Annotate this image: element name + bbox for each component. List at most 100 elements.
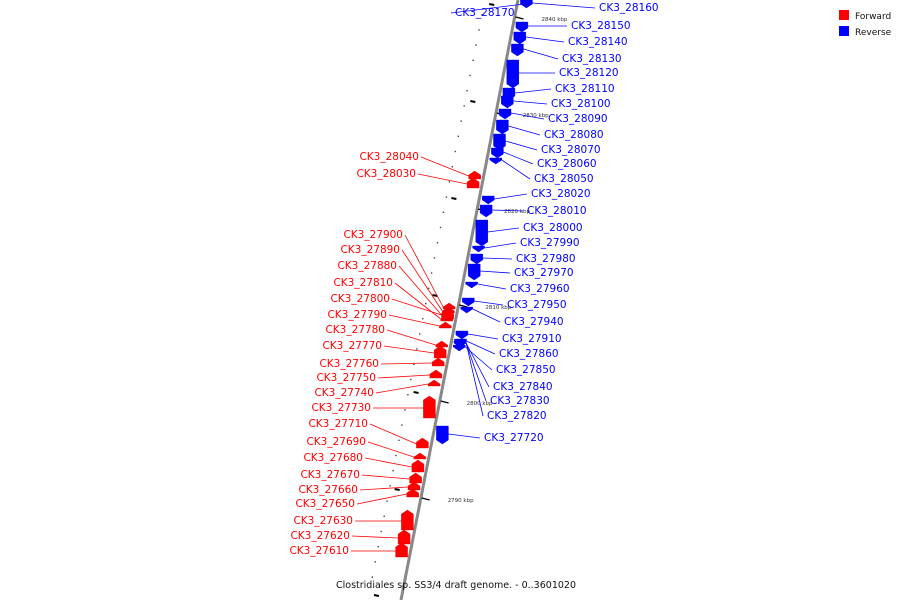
label-ck3-27940[interactable]: CK3_27940 bbox=[504, 316, 564, 328]
gene-ck3-27720[interactable] bbox=[436, 425, 449, 445]
label-ck3-27780[interactable]: CK3_27780 bbox=[325, 324, 385, 336]
gene-ck3-27690[interactable] bbox=[413, 452, 427, 460]
label-ck3-27950[interactable]: CK3_27950 bbox=[507, 299, 567, 311]
gene-ck3-27730[interactable] bbox=[423, 395, 436, 419]
label-ck3-27670[interactable]: CK3_27670 bbox=[300, 469, 360, 481]
label-ck3-28090[interactable]: CK3_28090 bbox=[548, 113, 608, 125]
label-ck3-27690[interactable]: CK3_27690 bbox=[306, 436, 366, 448]
gene-ck3-27760[interactable] bbox=[432, 357, 445, 367]
label-ck3-27800[interactable]: CK3_27800 bbox=[330, 293, 390, 305]
label-ck3-27730[interactable]: CK3_27730 bbox=[311, 402, 371, 414]
label-ck3-27990[interactable]: CK3_27990 bbox=[520, 237, 580, 249]
gene-ck3-28050[interactable] bbox=[489, 157, 502, 165]
label-ck3-27960[interactable]: CK3_27960 bbox=[510, 283, 570, 295]
legend-swatch-forward bbox=[839, 10, 849, 20]
gene-ck3-27770[interactable] bbox=[434, 345, 447, 359]
label-ck3-27970[interactable]: CK3_27970 bbox=[514, 267, 574, 279]
gene-ck3-28100[interactable] bbox=[501, 95, 514, 109]
leader-ck3-28010 bbox=[492, 209, 524, 212]
gene-ck3-28080[interactable] bbox=[496, 119, 509, 135]
label-ck3-27710[interactable]: CK3_27710 bbox=[308, 418, 368, 430]
gene-ck3-27680[interactable] bbox=[411, 459, 425, 473]
label-ck3-28150[interactable]: CK3_28150 bbox=[571, 20, 631, 32]
gene-ck3-27710[interactable] bbox=[416, 437, 429, 449]
gene-ck3-27800[interactable] bbox=[441, 308, 454, 320]
label-ck3-27630[interactable]: CK3_27630 bbox=[293, 515, 353, 527]
gene-ck3-27940[interactable] bbox=[460, 306, 473, 314]
label-ck3-28030[interactable]: CK3_28030 bbox=[356, 168, 416, 180]
label-ck3-27720[interactable]: CK3_27720 bbox=[484, 432, 544, 444]
tick-dot bbox=[404, 409, 406, 411]
label-ck3-28050[interactable]: CK3_28050 bbox=[534, 173, 594, 185]
label-ck3-27650[interactable]: CK3_27650 bbox=[295, 498, 355, 510]
label-ck3-27840[interactable]: CK3_27840 bbox=[493, 381, 553, 393]
gene-ck3-28120[interactable] bbox=[506, 59, 519, 89]
leader-ck3-28100 bbox=[513, 100, 548, 105]
gene-ck3-27990[interactable] bbox=[472, 245, 485, 253]
gene-ck3-28130[interactable] bbox=[511, 43, 524, 57]
label-ck3-27900[interactable]: CK3_27900 bbox=[343, 229, 403, 241]
gene-ck3-28000[interactable] bbox=[475, 219, 488, 247]
label-ck3-28120[interactable]: CK3_28120 bbox=[559, 67, 619, 79]
gene-ck3-28030[interactable] bbox=[466, 177, 480, 189]
gene-ck3-28090[interactable] bbox=[498, 108, 512, 120]
label-ck3-27880[interactable]: CK3_27880 bbox=[337, 260, 397, 272]
gene-ck3-27620[interactable] bbox=[397, 529, 411, 545]
label-ck3-28140[interactable]: CK3_28140 bbox=[568, 36, 628, 48]
label-ck3-28100[interactable]: CK3_28100 bbox=[551, 98, 611, 110]
gene-ck3-27980[interactable] bbox=[470, 253, 483, 265]
label-ck3-27910[interactable]: CK3_27910 bbox=[502, 333, 562, 345]
gene-ck3-28060[interactable] bbox=[491, 147, 504, 159]
gene-ck3-28020[interactable] bbox=[482, 195, 495, 205]
gene-ck3-28010[interactable] bbox=[479, 204, 493, 218]
gene-ck3-27650[interactable] bbox=[406, 488, 419, 498]
label-ck3-27860[interactable]: CK3_27860 bbox=[499, 348, 559, 360]
label-ck3-27890[interactable]: CK3_27890 bbox=[340, 244, 400, 256]
label-ck3-27830[interactable]: CK3_27830 bbox=[490, 395, 550, 407]
label-ck3-27770[interactable]: CK3_27770 bbox=[322, 340, 382, 352]
gene-ck3-27910[interactable] bbox=[455, 330, 469, 340]
gene-ck3-27960[interactable] bbox=[465, 281, 478, 289]
gene-ck3-27900[interactable] bbox=[442, 302, 456, 310]
label-ck3-27760[interactable]: CK3_27760 bbox=[319, 358, 379, 370]
label-ck3-27980[interactable]: CK3_27980 bbox=[516, 253, 576, 265]
label-ck3-28040[interactable]: CK3_28040 bbox=[359, 151, 419, 163]
label-ck3-28010[interactable]: CK3_28010 bbox=[527, 205, 587, 217]
label-ck3-27610[interactable]: CK3_27610 bbox=[289, 545, 349, 557]
label-ck3-28000[interactable]: CK3_28000 bbox=[523, 222, 583, 234]
gene-ck3-27950[interactable] bbox=[462, 297, 475, 307]
gene-ck3-27970[interactable] bbox=[468, 263, 481, 281]
gene-ck3-28150[interactable] bbox=[515, 21, 529, 33]
gene-ck3-27780[interactable] bbox=[435, 340, 448, 348]
label-ck3-28020[interactable]: CK3_28020 bbox=[531, 188, 591, 200]
label-ck3-27850[interactable]: CK3_27850 bbox=[496, 364, 556, 376]
label-ck3-27750[interactable]: CK3_27750 bbox=[316, 372, 376, 384]
label-ck3-28060[interactable]: CK3_28060 bbox=[537, 158, 597, 170]
label-ck3-27740[interactable]: CK3_27740 bbox=[314, 387, 374, 399]
label-ck3-27790[interactable]: CK3_27790 bbox=[327, 309, 387, 321]
leader-ck3-27830 bbox=[465, 342, 487, 402]
label-ck3-28110[interactable]: CK3_28110 bbox=[555, 83, 615, 95]
label-ck3-27680[interactable]: CK3_27680 bbox=[303, 452, 363, 464]
gene-ck3-27610[interactable] bbox=[395, 542, 408, 558]
label-ck3-28170[interactable]: CK3_28170 bbox=[455, 7, 515, 19]
label-ck3-28080[interactable]: CK3_28080 bbox=[544, 129, 604, 141]
label-ck3-27820[interactable]: CK3_27820 bbox=[487, 410, 547, 422]
gene-ck3-28070[interactable] bbox=[493, 133, 506, 151]
label-ck3-27810[interactable]: CK3_27810 bbox=[333, 277, 393, 289]
gene-ck3-27790[interactable] bbox=[439, 321, 452, 329]
gene-ck3-28140[interactable] bbox=[513, 31, 526, 45]
tick-dot bbox=[407, 394, 409, 396]
label-ck3-28160[interactable]: CK3_28160 bbox=[599, 2, 659, 14]
gene-ck3-28040[interactable] bbox=[468, 170, 481, 180]
label-ck3-27660[interactable]: CK3_27660 bbox=[298, 484, 358, 496]
label-ck3-27620[interactable]: CK3_27620 bbox=[290, 530, 350, 542]
gene-ck3-27740[interactable] bbox=[427, 379, 441, 387]
gene-ck3-27670[interactable] bbox=[409, 472, 422, 484]
gene-ck3-27820[interactable] bbox=[453, 340, 467, 348]
gene-ck3-27750[interactable] bbox=[429, 369, 443, 379]
label-ck3-28130[interactable]: CK3_28130 bbox=[562, 53, 622, 65]
label-ck3-28070[interactable]: CK3_28070 bbox=[541, 144, 601, 156]
gene-ck3-27630[interactable] bbox=[401, 509, 414, 531]
tick-dot bbox=[416, 348, 418, 350]
